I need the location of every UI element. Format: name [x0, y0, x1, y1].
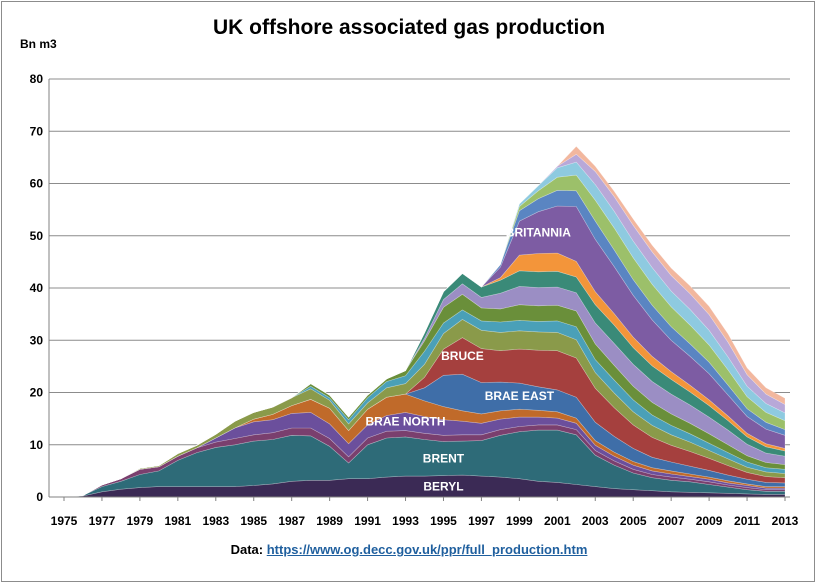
- x-tick-label: 2013: [772, 514, 799, 528]
- x-tick-label: 1997: [468, 514, 495, 528]
- y-tick-label: 20: [30, 386, 44, 400]
- x-tick-label: 2005: [620, 514, 647, 528]
- x-tick-label: 2007: [658, 514, 685, 528]
- x-tick-label: 1983: [202, 514, 229, 528]
- field-label-bruce: BRUCE: [441, 349, 484, 363]
- data-source-prefix: Data:: [230, 542, 267, 557]
- y-tick-label: 0: [36, 490, 43, 504]
- area-series-18: [63, 145, 786, 498]
- x-tick-label: 2003: [582, 514, 609, 528]
- x-tick-label: 1979: [127, 514, 154, 528]
- x-tick-label: 2011: [734, 514, 760, 528]
- axes: [48, 79, 790, 498]
- area-series-11: [63, 270, 786, 498]
- x-tick-label: 1989: [316, 514, 343, 528]
- area-series-10: [63, 283, 786, 498]
- y-axis-label: Bn m3: [20, 37, 57, 51]
- x-tick-label: 1977: [89, 514, 116, 528]
- x-tick-label: 1995: [430, 514, 457, 528]
- x-tick-label: 1991: [354, 514, 381, 528]
- data-source-link[interactable]: https://www.og.decc.gov.uk/ppr/full_prod…: [266, 542, 588, 557]
- field-label-britannia: BRITANNIA: [506, 226, 571, 240]
- area-series-17: [63, 153, 786, 498]
- x-tick-labels: 1975 1977 1979 1981 1983 1985 1987 1989 1991 1993…: [51, 497, 799, 528]
- area-series-4: [63, 393, 786, 498]
- area-series-brae-north: [63, 412, 786, 498]
- field-label-brae-east: BRAE EAST: [485, 389, 555, 403]
- y-tick-label: 70: [30, 124, 44, 138]
- y-tick-label: 40: [30, 281, 44, 295]
- x-tick-label: 2009: [696, 514, 723, 528]
- y-tick-label: 10: [30, 438, 44, 452]
- x-tick-label: 1981: [164, 514, 191, 528]
- field-label-brae-north: BRAE NORTH: [366, 414, 446, 428]
- x-tick-label: 1985: [240, 514, 267, 528]
- x-tick-label: 1999: [506, 514, 533, 528]
- chart-title: UK offshore associated gas production: [212, 16, 606, 39]
- x-tick-label: 1975: [51, 514, 78, 528]
- y-tick-label: 60: [30, 177, 44, 191]
- area-series-brae-east: [63, 373, 786, 498]
- area-series-14: [63, 189, 786, 498]
- x-tick-label: 1987: [278, 514, 305, 528]
- area-series-16: [63, 161, 786, 498]
- field-label-beryl: BERYL: [423, 479, 463, 493]
- x-tick-label: 1993: [392, 514, 419, 528]
- x-tick-label: 2001: [544, 514, 571, 528]
- area-series-15: [63, 174, 786, 498]
- area-series-bruce: [63, 337, 786, 498]
- area-series-9: [63, 293, 786, 498]
- y-tick-labels: 0 10 20 30 40 50 60 70 80: [30, 72, 44, 504]
- field-label-brent: BRENT: [423, 452, 465, 466]
- stacked-areas: [63, 145, 786, 498]
- field-labels: BERYL BRENT BRAE NORTH BRAE EAST BRUCE BRITAN…: [366, 226, 572, 494]
- y-tick-label: 30: [30, 333, 44, 347]
- y-tick-label: 50: [30, 229, 44, 243]
- data-source-footer: Data: https://www.og.decc.gov.uk/ppr/ful…: [0, 542, 818, 557]
- y-tick-label: 80: [30, 72, 44, 86]
- area-series-12: [63, 252, 786, 498]
- area-series-britannia: [63, 205, 786, 498]
